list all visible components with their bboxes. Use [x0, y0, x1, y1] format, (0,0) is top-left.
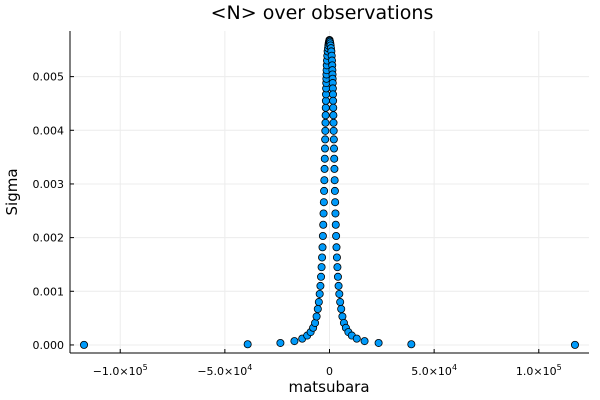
chart-title: <N> over observations: [211, 2, 434, 24]
y-tick-label: 0.000: [33, 339, 65, 352]
data-point: [332, 243, 341, 252]
data-point: [314, 298, 323, 307]
data-point: [374, 338, 383, 347]
data-point: [321, 126, 330, 135]
data-point: [360, 337, 369, 346]
x-tick-label: 0: [326, 365, 333, 378]
data-point: [290, 337, 299, 346]
data-point: [329, 126, 338, 135]
data-point: [318, 243, 327, 252]
data-point: [329, 96, 338, 105]
y-tick-label: 0.001: [33, 285, 65, 298]
data-point: [321, 135, 330, 144]
data-point: [320, 164, 329, 173]
data-point: [333, 272, 342, 281]
data-point: [311, 318, 320, 327]
x-axis-label: matsubara: [288, 378, 369, 396]
data-point: [333, 263, 342, 272]
data-point: [330, 176, 339, 185]
data-point: [329, 103, 338, 112]
data-point: [331, 220, 340, 229]
y-tick-label: 0.005: [33, 71, 65, 84]
x-tick-label: −1.0×105: [93, 363, 148, 378]
data-point: [330, 144, 339, 153]
data-point: [337, 304, 346, 313]
data-point: [407, 340, 416, 349]
data-point: [332, 253, 341, 262]
data-point: [570, 340, 579, 349]
x-tick-label-exponent: 5: [143, 363, 148, 372]
data-point: [80, 340, 89, 349]
data-point: [321, 118, 330, 127]
data-point: [330, 164, 339, 173]
data-point: [329, 118, 338, 127]
data-point: [319, 209, 328, 218]
data-point: [320, 186, 329, 195]
data-point: [319, 220, 328, 229]
x-tick-label-base: 1.0×10: [516, 365, 557, 378]
data-point: [318, 232, 327, 241]
data-point: [320, 154, 329, 163]
x-tick-label: 1.0×105: [516, 363, 562, 378]
data-point: [276, 338, 285, 347]
y-tick-label: 0.003: [33, 178, 65, 191]
y-ticks: 0.000 0.001 0.002 0.003 0.004 0.005: [33, 71, 74, 352]
data-point: [316, 281, 325, 290]
x-ticks: −1.0×105 −5.0×104 0 5.0×104 1.0×105: [93, 349, 562, 378]
data-point: [320, 144, 329, 153]
data-point: [335, 289, 344, 298]
x-tick-label-base: −5.0×10: [197, 365, 247, 378]
x-tick-label: 5.0×104: [411, 363, 457, 378]
data-point: [312, 312, 321, 321]
data-point: [317, 263, 326, 272]
data-point: [329, 135, 338, 144]
data-point: [317, 272, 326, 281]
data-point: [331, 198, 340, 207]
y-tick-label: 0.004: [33, 124, 65, 137]
data-point: [315, 289, 324, 298]
x-tick-label-exponent: 4: [247, 363, 252, 372]
data-points: [80, 36, 579, 349]
data-point: [321, 111, 330, 120]
data-point: [330, 154, 339, 163]
data-point: [334, 281, 343, 290]
data-point: [318, 253, 327, 262]
data-point: [321, 103, 330, 112]
y-axis-label: Sigma: [3, 168, 21, 215]
data-point: [313, 304, 322, 313]
x-tick-label-base: 5.0×10: [411, 365, 452, 378]
x-tick-label: −5.0×104: [197, 363, 252, 378]
y-tick-label: 0.002: [33, 232, 65, 245]
data-point: [332, 232, 341, 241]
x-tick-label-base: −1.0×10: [93, 365, 143, 378]
x-tick-label-base: 0: [326, 365, 333, 378]
data-point: [320, 176, 329, 185]
data-point: [338, 312, 347, 321]
data-point: [243, 340, 252, 349]
x-tick-label-exponent: 4: [452, 363, 457, 372]
data-point: [319, 198, 328, 207]
data-point: [329, 111, 338, 120]
data-point: [330, 186, 339, 195]
data-point: [352, 334, 361, 343]
data-point: [336, 298, 345, 307]
data-point: [331, 209, 340, 218]
x-tick-label-exponent: 5: [557, 363, 562, 372]
